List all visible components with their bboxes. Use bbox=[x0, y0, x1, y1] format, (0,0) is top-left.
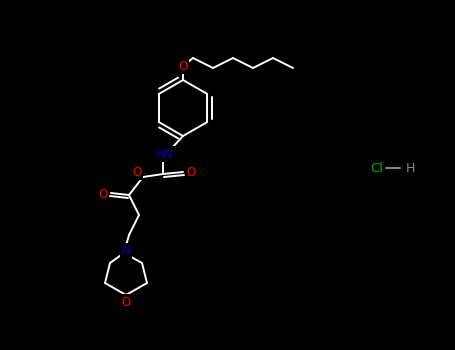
Text: N: N bbox=[121, 245, 131, 258]
Text: H: H bbox=[406, 161, 415, 175]
Text: Cl: Cl bbox=[370, 161, 383, 175]
Text: O: O bbox=[121, 295, 131, 308]
Text: O: O bbox=[187, 167, 196, 180]
Text: O: O bbox=[98, 188, 108, 201]
Text: HN: HN bbox=[156, 147, 174, 161]
Text: O: O bbox=[132, 166, 142, 178]
Text: O: O bbox=[178, 60, 187, 72]
